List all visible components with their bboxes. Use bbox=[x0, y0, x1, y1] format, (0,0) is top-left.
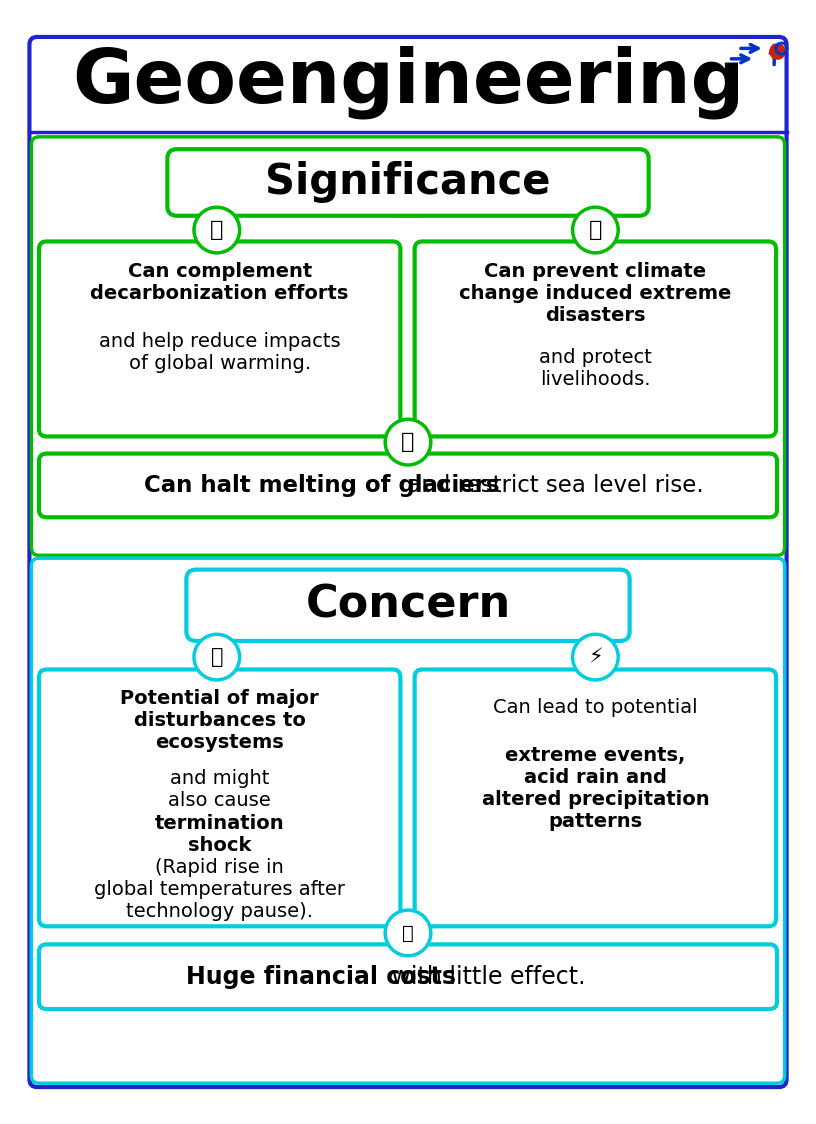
Text: Can lead to potential: Can lead to potential bbox=[493, 698, 698, 717]
Text: and might
also cause: and might also cause bbox=[168, 769, 271, 810]
Text: (Rapid rise in
global temperatures after
technology pause).: (Rapid rise in global temperatures after… bbox=[94, 858, 345, 921]
Circle shape bbox=[194, 207, 240, 253]
Text: with little effect.: with little effect. bbox=[384, 964, 586, 989]
Text: termination
shock: termination shock bbox=[155, 814, 285, 855]
Text: 🏔: 🏔 bbox=[401, 432, 415, 452]
FancyBboxPatch shape bbox=[415, 670, 776, 926]
Text: Can complement
decarbonization efforts: Can complement decarbonization efforts bbox=[91, 262, 349, 303]
Text: 💹: 💹 bbox=[402, 924, 414, 942]
FancyBboxPatch shape bbox=[415, 242, 776, 436]
Circle shape bbox=[385, 910, 431, 955]
FancyBboxPatch shape bbox=[29, 37, 787, 1087]
Circle shape bbox=[385, 419, 431, 465]
Text: Significance: Significance bbox=[265, 162, 551, 203]
Circle shape bbox=[573, 634, 619, 680]
Text: extreme events,
acid rain and
altered precipitation
patterns: extreme events, acid rain and altered pr… bbox=[481, 745, 709, 831]
Text: Can halt melting of glaciers: Can halt melting of glaciers bbox=[144, 474, 499, 497]
Text: ⚡: ⚡ bbox=[588, 647, 603, 668]
Text: 🌊: 🌊 bbox=[588, 220, 602, 241]
Circle shape bbox=[194, 634, 240, 680]
FancyBboxPatch shape bbox=[39, 944, 777, 1009]
Text: Can prevent climate
change induced extreme
disasters: Can prevent climate change induced extre… bbox=[459, 262, 732, 325]
Text: and help reduce impacts
of global warming.: and help reduce impacts of global warmin… bbox=[99, 332, 340, 373]
Text: and protect
livelihoods.: and protect livelihoods. bbox=[539, 348, 652, 389]
Circle shape bbox=[573, 207, 619, 253]
Text: Concern: Concern bbox=[305, 583, 511, 627]
FancyBboxPatch shape bbox=[39, 242, 401, 436]
Text: Geoengineering: Geoengineering bbox=[72, 46, 744, 119]
Text: 🌱: 🌱 bbox=[211, 647, 223, 668]
Text: and restrict sea level rise.: and restrict sea level rise. bbox=[401, 474, 704, 497]
Text: 🌡: 🌡 bbox=[211, 220, 224, 241]
FancyBboxPatch shape bbox=[39, 454, 777, 517]
FancyBboxPatch shape bbox=[167, 149, 649, 216]
FancyBboxPatch shape bbox=[186, 570, 630, 641]
FancyBboxPatch shape bbox=[39, 670, 401, 926]
Text: Potential of major
disturbances to
ecosystems: Potential of major disturbances to ecosy… bbox=[120, 689, 319, 752]
Text: Huge financial costs: Huge financial costs bbox=[186, 964, 456, 989]
